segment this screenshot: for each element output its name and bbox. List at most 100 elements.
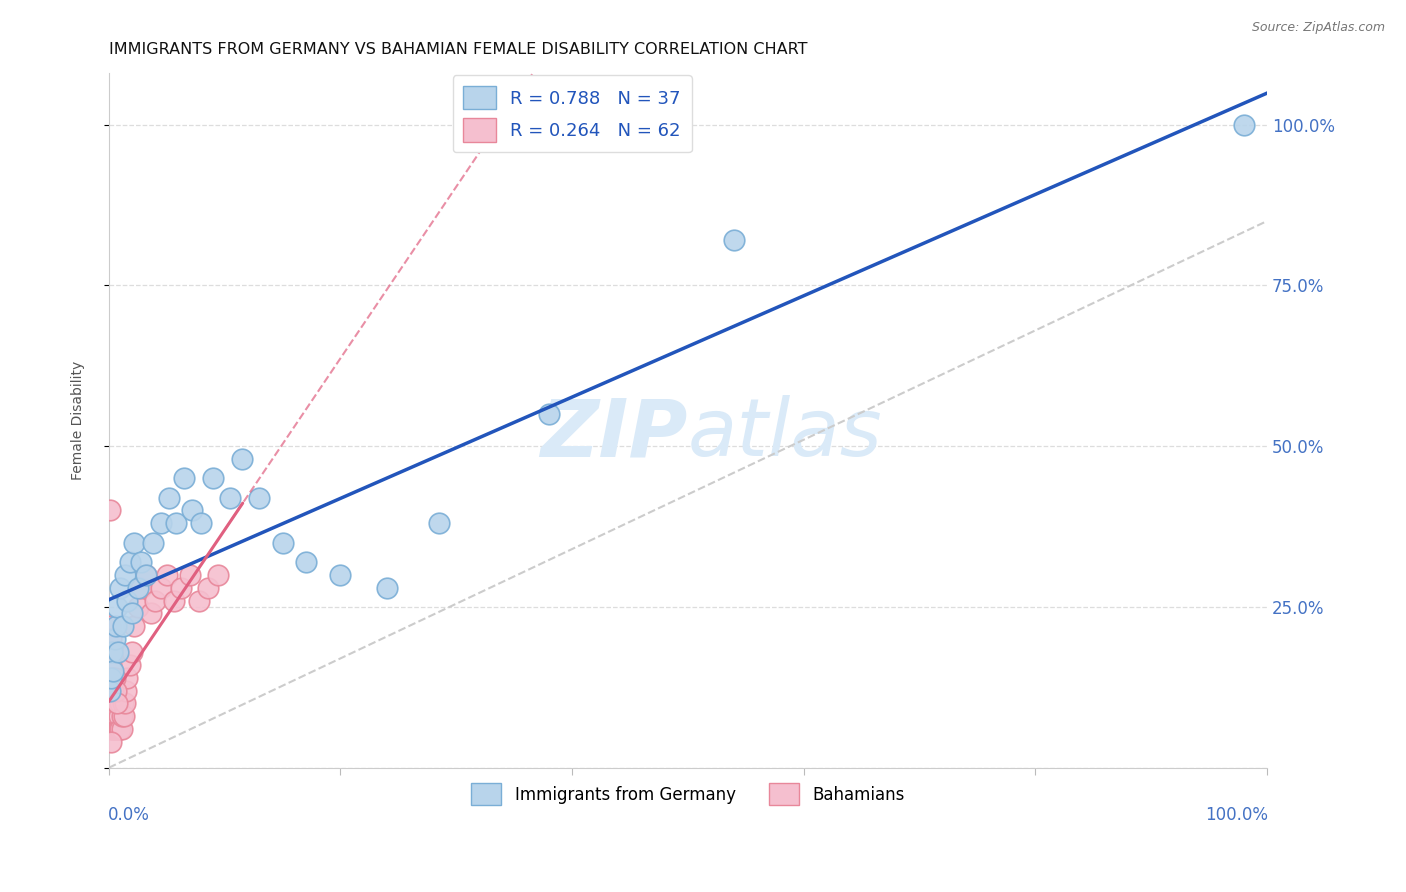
- Point: [127, 599, 149, 614]
- Point: [104, 709, 127, 723]
- Point: [108, 709, 131, 723]
- Point: [100, 671, 122, 685]
- Point: [104, 722, 127, 736]
- Point: [100, 657, 122, 672]
- Point: [188, 593, 211, 607]
- Point: [104, 632, 127, 646]
- Point: [104, 697, 127, 711]
- Point: [156, 567, 179, 582]
- Point: [101, 709, 124, 723]
- Point: [121, 607, 143, 621]
- Point: [112, 709, 135, 723]
- Point: [101, 671, 124, 685]
- Point: [231, 452, 253, 467]
- Point: [98, 645, 121, 659]
- Point: [100, 632, 122, 646]
- Point: [111, 697, 134, 711]
- Point: [197, 581, 219, 595]
- Point: [375, 581, 398, 595]
- Point: [111, 619, 134, 633]
- Point: [329, 567, 352, 582]
- Point: [105, 697, 128, 711]
- Point: [117, 671, 139, 685]
- Point: [157, 491, 180, 505]
- Point: [104, 722, 127, 736]
- Point: [107, 645, 129, 659]
- Point: [118, 555, 141, 569]
- Point: [139, 607, 162, 621]
- Point: [165, 516, 187, 531]
- Point: [129, 555, 152, 569]
- Point: [110, 722, 132, 736]
- Point: [107, 722, 129, 736]
- Point: [427, 516, 450, 531]
- Point: [103, 709, 125, 723]
- Point: [100, 683, 122, 698]
- Point: [114, 567, 136, 582]
- Text: atlas: atlas: [688, 395, 883, 474]
- Point: [98, 697, 121, 711]
- Point: [114, 697, 136, 711]
- Point: [181, 503, 204, 517]
- Point: [101, 697, 124, 711]
- Point: [190, 516, 212, 531]
- Point: [110, 697, 132, 711]
- Point: [98, 619, 121, 633]
- Point: [294, 555, 316, 569]
- Point: [103, 665, 125, 679]
- Point: [135, 567, 157, 582]
- Point: [100, 735, 122, 749]
- Point: [117, 593, 139, 607]
- Point: [98, 683, 121, 698]
- Point: [124, 535, 146, 549]
- Point: [179, 567, 201, 582]
- Point: [103, 683, 125, 698]
- Point: [104, 619, 127, 633]
- Point: [163, 593, 186, 607]
- Point: [537, 407, 560, 421]
- Text: 100.0%: 100.0%: [1205, 805, 1268, 824]
- Point: [98, 709, 121, 723]
- Point: [100, 697, 122, 711]
- Point: [149, 516, 172, 531]
- Point: [110, 709, 132, 723]
- Point: [98, 683, 121, 698]
- Text: Source: ZipAtlas.com: Source: ZipAtlas.com: [1251, 21, 1385, 34]
- Legend: Immigrants from Germany, Bahamians: Immigrants from Germany, Bahamians: [464, 777, 911, 812]
- Point: [142, 535, 165, 549]
- Point: [104, 683, 127, 698]
- Text: IMMIGRANTS FROM GERMANY VS BAHAMIAN FEMALE DISABILITY CORRELATION CHART: IMMIGRANTS FROM GERMANY VS BAHAMIAN FEMA…: [108, 42, 807, 57]
- Point: [105, 599, 128, 614]
- Text: ZIP: ZIP: [540, 395, 688, 474]
- Point: [1233, 118, 1256, 132]
- Y-axis label: Female Disability: Female Disability: [72, 361, 86, 480]
- Point: [105, 722, 128, 736]
- Point: [121, 645, 143, 659]
- Point: [135, 567, 157, 582]
- Point: [149, 581, 172, 595]
- Point: [247, 491, 270, 505]
- Point: [129, 581, 152, 595]
- Point: [202, 471, 225, 485]
- Point: [207, 567, 229, 582]
- Point: [100, 722, 122, 736]
- Point: [173, 471, 195, 485]
- Point: [104, 671, 127, 685]
- Point: [107, 697, 129, 711]
- Point: [118, 657, 141, 672]
- Point: [169, 581, 191, 595]
- Point: [110, 581, 132, 595]
- Point: [101, 645, 124, 659]
- Point: [271, 535, 294, 549]
- Point: [219, 491, 242, 505]
- Point: [115, 683, 138, 698]
- Point: [103, 722, 125, 736]
- Point: [105, 709, 128, 723]
- Point: [103, 683, 125, 698]
- Point: [104, 709, 127, 723]
- Point: [143, 593, 166, 607]
- Point: [723, 234, 745, 248]
- Point: [101, 671, 124, 685]
- Point: [98, 503, 121, 517]
- Point: [110, 722, 132, 736]
